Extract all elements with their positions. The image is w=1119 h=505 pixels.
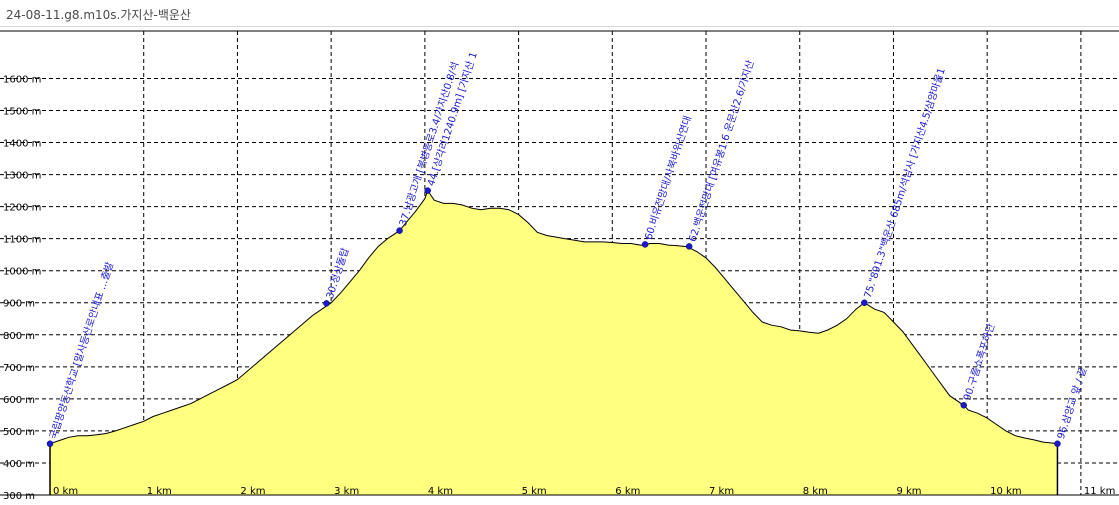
y-tick-label: 1000 m (3, 267, 41, 278)
waypoint-marker (641, 241, 649, 248)
x-tick-label: 11 km (1084, 486, 1115, 497)
elevation-profile-chart[interactable]: 300 m 400 m 500 m 600 m 700 m 800 m 900 m 1000 … (0, 30, 1119, 505)
y-tick-label: 800 m (3, 331, 35, 342)
waypoint-marker (323, 300, 330, 307)
x-tick-label: 10 km (990, 486, 1021, 497)
y-tick-label: 1100 m (3, 235, 41, 246)
y-tick-label: 600 m (3, 395, 35, 406)
y-tick-label: 1400 m (3, 139, 41, 150)
waypoint-marker (424, 187, 431, 194)
x-tick-label: 1 km (147, 486, 172, 497)
elevation-area (49, 189, 1059, 495)
y-tick-label: 500 m (3, 427, 35, 438)
waypoint-marker (685, 243, 693, 250)
x-tick-label: 2 km (240, 486, 265, 497)
y-tick-label: 400 m (3, 459, 35, 470)
waypoint-marker (1054, 440, 1061, 447)
waypoint-marker (396, 227, 403, 234)
x-tick-label: 6 km (615, 486, 640, 497)
x-tick-label: 7 km (709, 486, 734, 497)
x-tick-label: 4 km (428, 486, 453, 497)
y-tick-label: 1300 m (3, 171, 41, 182)
y-tick-label: 1200 m (3, 203, 41, 214)
waypoint-marker (861, 299, 868, 306)
x-tick-label: 8 km (803, 486, 828, 497)
waypoint-marker (960, 402, 967, 409)
y-tick-label: 300 m (3, 491, 35, 502)
y-axis-ticks: 300 m 400 m 500 m 600 m 700 m 800 m 900 m 1000 … (3, 74, 41, 502)
x-tick-label: 9 km (896, 486, 921, 497)
x-tick-label: 0 km (53, 486, 78, 497)
window-title-bar: 24-08-11.g8.m10s.가지산-백운산 (0, 0, 1119, 27)
y-tick-label: 1500 m (3, 106, 41, 117)
x-axis-ticks: 0 km 1 km 2 km 3 km 4 km 5 km 6 km 7 km 8 km 9 km… (53, 486, 1115, 497)
window-title: 24-08-11.g8.m10s.가지산-백운산 (6, 8, 191, 22)
y-tick-label: 1600 m (3, 74, 41, 85)
x-tick-label: 3 km (334, 486, 359, 497)
elevation-fill (50, 190, 1058, 495)
x-tick-label: 5 km (522, 486, 547, 497)
y-tick-label: 900 m (3, 299, 35, 310)
y-tick-label: 700 m (3, 363, 35, 374)
waypoint-marker (46, 440, 54, 447)
elevation-line (49, 189, 1058, 445)
